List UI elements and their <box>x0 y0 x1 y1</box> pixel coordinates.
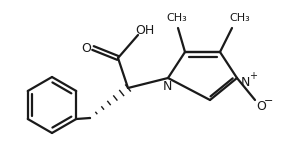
Text: N: N <box>162 81 172 93</box>
Text: +: + <box>249 71 257 81</box>
Text: O: O <box>256 99 266 112</box>
Text: CH₃: CH₃ <box>230 13 250 23</box>
Text: CH₃: CH₃ <box>167 13 187 23</box>
Text: OH: OH <box>135 24 155 38</box>
Text: O: O <box>81 42 91 54</box>
Text: N: N <box>240 75 250 88</box>
Text: −: − <box>264 96 274 106</box>
